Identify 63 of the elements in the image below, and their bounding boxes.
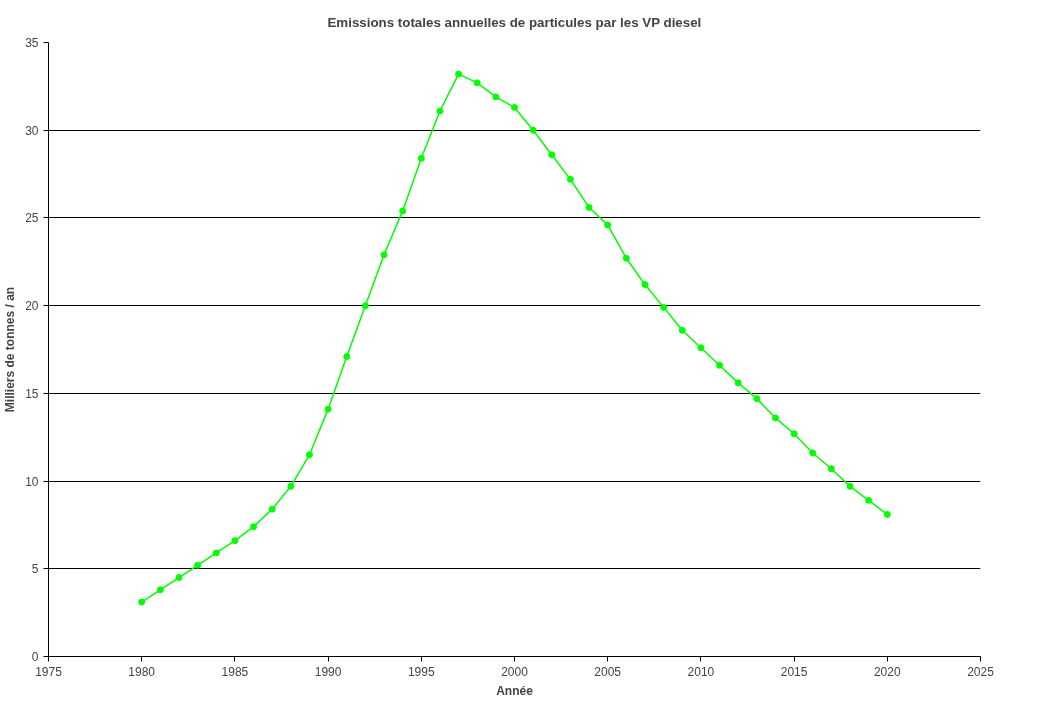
point	[622, 254, 630, 262]
point	[566, 175, 574, 183]
point	[361, 302, 369, 310]
point	[436, 107, 444, 115]
point	[324, 405, 332, 413]
point	[250, 523, 258, 531]
point	[734, 379, 742, 387]
point	[138, 598, 146, 606]
point	[399, 207, 407, 215]
y-tick-label: 10	[25, 474, 39, 489]
x-tick-label: 1985	[221, 664, 249, 679]
y-tick-label: 35	[25, 36, 39, 50]
point	[343, 353, 351, 361]
point	[753, 395, 761, 403]
y-tick-label: 20	[25, 299, 39, 314]
y-tick-label: 5	[31, 562, 39, 577]
x-tick-label: 2010	[687, 664, 715, 679]
point	[604, 221, 612, 229]
point	[473, 79, 481, 87]
point	[287, 482, 295, 490]
point	[417, 154, 425, 162]
x-tick-label: 2025	[967, 664, 995, 679]
y-tick-label: 0	[31, 650, 39, 664]
y-axis-title: Milliers de tonnes / an	[3, 286, 18, 413]
point	[380, 251, 388, 259]
point	[511, 103, 518, 111]
y-tick-label: 15	[25, 386, 39, 401]
point	[212, 549, 220, 557]
point	[809, 449, 817, 457]
point	[716, 361, 724, 369]
point	[865, 496, 873, 504]
point	[194, 561, 202, 569]
point	[771, 414, 779, 422]
x-tick-label: 2005	[594, 664, 622, 679]
point	[268, 505, 276, 513]
point	[492, 93, 500, 101]
x-tick-label: 1980	[128, 664, 156, 679]
chart-title: Emissions totales annuelles de particules par les VP diesel	[327, 15, 702, 30]
point	[660, 303, 668, 311]
point	[697, 344, 705, 352]
point	[156, 586, 164, 594]
x-tick-label: 1990	[314, 664, 342, 679]
x-tick-label: 2000	[501, 664, 529, 679]
x-tick-label: 2015	[780, 664, 808, 679]
x-tick-label: 1975	[35, 664, 63, 679]
point	[455, 70, 463, 78]
point	[678, 326, 686, 334]
point	[305, 451, 313, 459]
x-axis-title: Année	[496, 683, 534, 698]
point	[641, 281, 649, 289]
x-tick-label: 2020	[873, 664, 901, 679]
point	[846, 482, 854, 490]
point	[790, 430, 798, 438]
point	[883, 510, 891, 518]
x-tick-label: 1995	[407, 664, 435, 679]
y-tick-label: 30	[25, 123, 39, 138]
point	[585, 203, 593, 211]
point	[827, 465, 835, 473]
y-tick-label: 25	[25, 211, 39, 226]
point	[529, 126, 537, 134]
point	[175, 574, 183, 582]
point	[548, 151, 556, 159]
point	[231, 537, 239, 545]
